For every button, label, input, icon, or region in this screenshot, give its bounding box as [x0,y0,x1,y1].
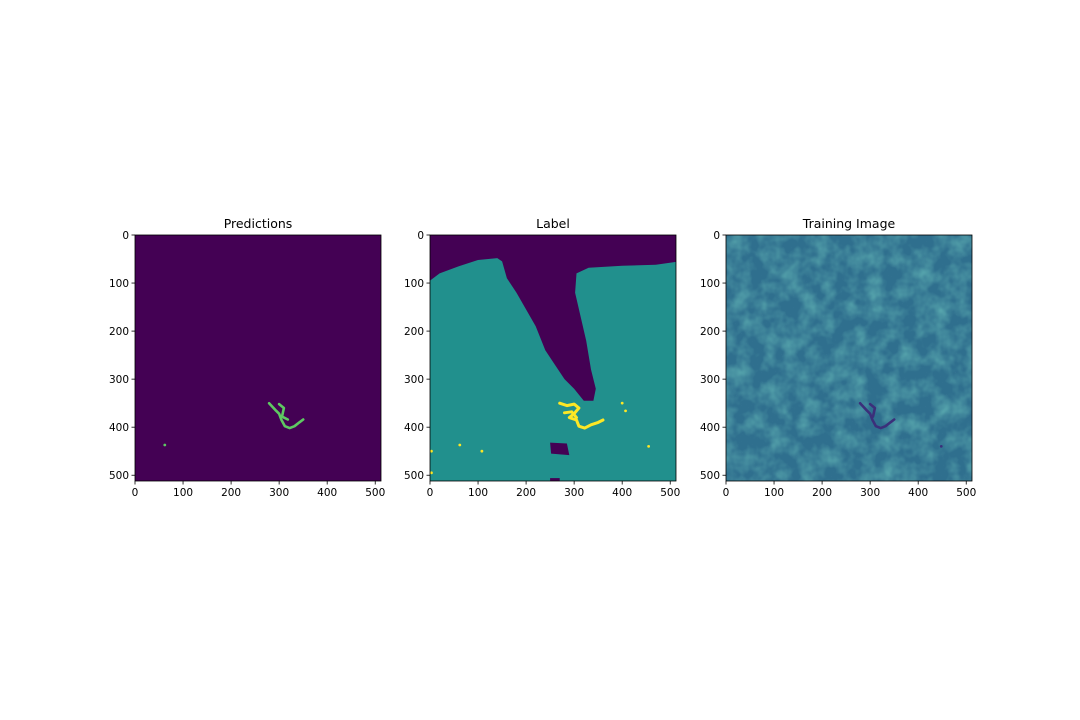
panel-title: Predictions [224,216,293,231]
image-speckle [726,235,972,481]
plot-area [135,235,381,481]
heatmap-feature [563,410,578,420]
panel-title: Training Image [802,216,896,231]
x-tick-label: 400 [317,487,337,499]
heatmap-spot [430,449,433,453]
x-tick-label: 300 [269,487,289,499]
y-tick-label: 300 [109,374,129,386]
heatmap-spot [624,409,627,413]
y-tick-label: 500 [404,470,424,482]
heatmap-spot [163,443,167,447]
x-tick-label: 0 [427,487,434,499]
y-tick-label: 400 [700,422,720,434]
x-tick-label: 300 [564,487,584,499]
axes-frame [134,234,382,482]
y-tick-label: 0 [713,230,720,242]
heatmap-region [550,442,570,456]
y-tick-label: 100 [109,278,129,290]
y-tick-label: 0 [417,230,424,242]
heatmap-spot [480,449,484,453]
heatmap-feature [858,401,896,430]
heatmap-region [550,478,560,481]
y-tick-label: 100 [404,278,424,290]
x-tick-label: 100 [764,487,784,499]
x-tick-label: 200 [812,487,832,499]
heatmap-spot [620,401,624,405]
heatmap-feature [277,402,290,421]
x-tick-label: 0 [723,487,730,499]
x-tick-label: 200 [221,487,241,499]
heatmap-spot [458,443,462,447]
y-tick-label: 400 [404,422,424,434]
panel-title: Label [536,216,570,231]
x-tick-label: 400 [612,487,632,499]
heatmap-region [430,258,676,481]
heatmap-spot [430,471,433,475]
x-tick-label: 0 [132,487,139,499]
y-tick-label: 200 [700,326,720,338]
plot-area [726,235,972,481]
heatmap-feature [868,402,877,418]
y-tick-label: 400 [109,422,129,434]
x-tick-label: 500 [660,487,680,499]
x-tick-label: 100 [468,487,488,499]
heatmap-background [135,235,381,481]
x-tick-label: 100 [173,487,193,499]
heatmap-spot [647,445,651,448]
y-tick-label: 500 [109,470,129,482]
x-tick-label: 500 [956,487,976,499]
x-tick-label: 400 [908,487,928,499]
y-tick-label: 300 [700,374,720,386]
y-tick-label: 300 [404,374,424,386]
heatmap-feature [267,401,305,430]
x-tick-label: 200 [516,487,536,499]
x-tick-label: 500 [365,487,385,499]
axes-frame [429,234,677,482]
y-tick-label: 200 [109,326,129,338]
y-tick-label: 0 [122,230,129,242]
heatmap-feature [558,401,605,430]
y-tick-label: 100 [700,278,720,290]
axes-frame [725,234,973,482]
y-tick-label: 500 [700,470,720,482]
plot-area [430,235,676,481]
y-tick-label: 200 [404,326,424,338]
heatmap-spot [939,445,943,448]
x-tick-label: 300 [860,487,880,499]
